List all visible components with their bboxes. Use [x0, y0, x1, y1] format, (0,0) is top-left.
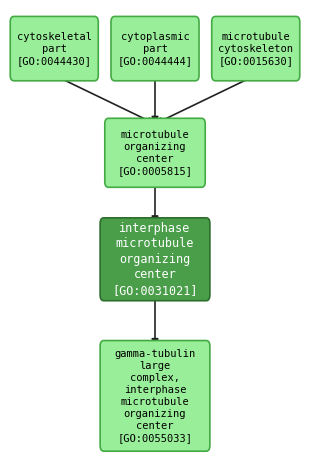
FancyBboxPatch shape: [212, 16, 300, 81]
Text: gamma-tubulin
large
complex,
interphase
microtubule
organizing
center
[GO:005503: gamma-tubulin large complex, interphase …: [114, 349, 196, 443]
Text: microtubule
cytoskeleton
[GO:0015630]: microtubule cytoskeleton [GO:0015630]: [218, 31, 293, 66]
FancyBboxPatch shape: [100, 218, 210, 301]
FancyBboxPatch shape: [10, 16, 98, 81]
FancyBboxPatch shape: [105, 118, 205, 187]
FancyBboxPatch shape: [100, 341, 210, 451]
Text: cytoskeletal
part
[GO:0044430]: cytoskeletal part [GO:0044430]: [17, 31, 92, 66]
Text: interphase
microtubule
organizing
center
[GO:0031021]: interphase microtubule organizing center…: [112, 222, 198, 297]
FancyBboxPatch shape: [111, 16, 199, 81]
Text: cytoplasmic
part
[GO:0044444]: cytoplasmic part [GO:0044444]: [117, 31, 193, 66]
Text: microtubule
organizing
center
[GO:0005815]: microtubule organizing center [GO:000581…: [117, 130, 193, 176]
